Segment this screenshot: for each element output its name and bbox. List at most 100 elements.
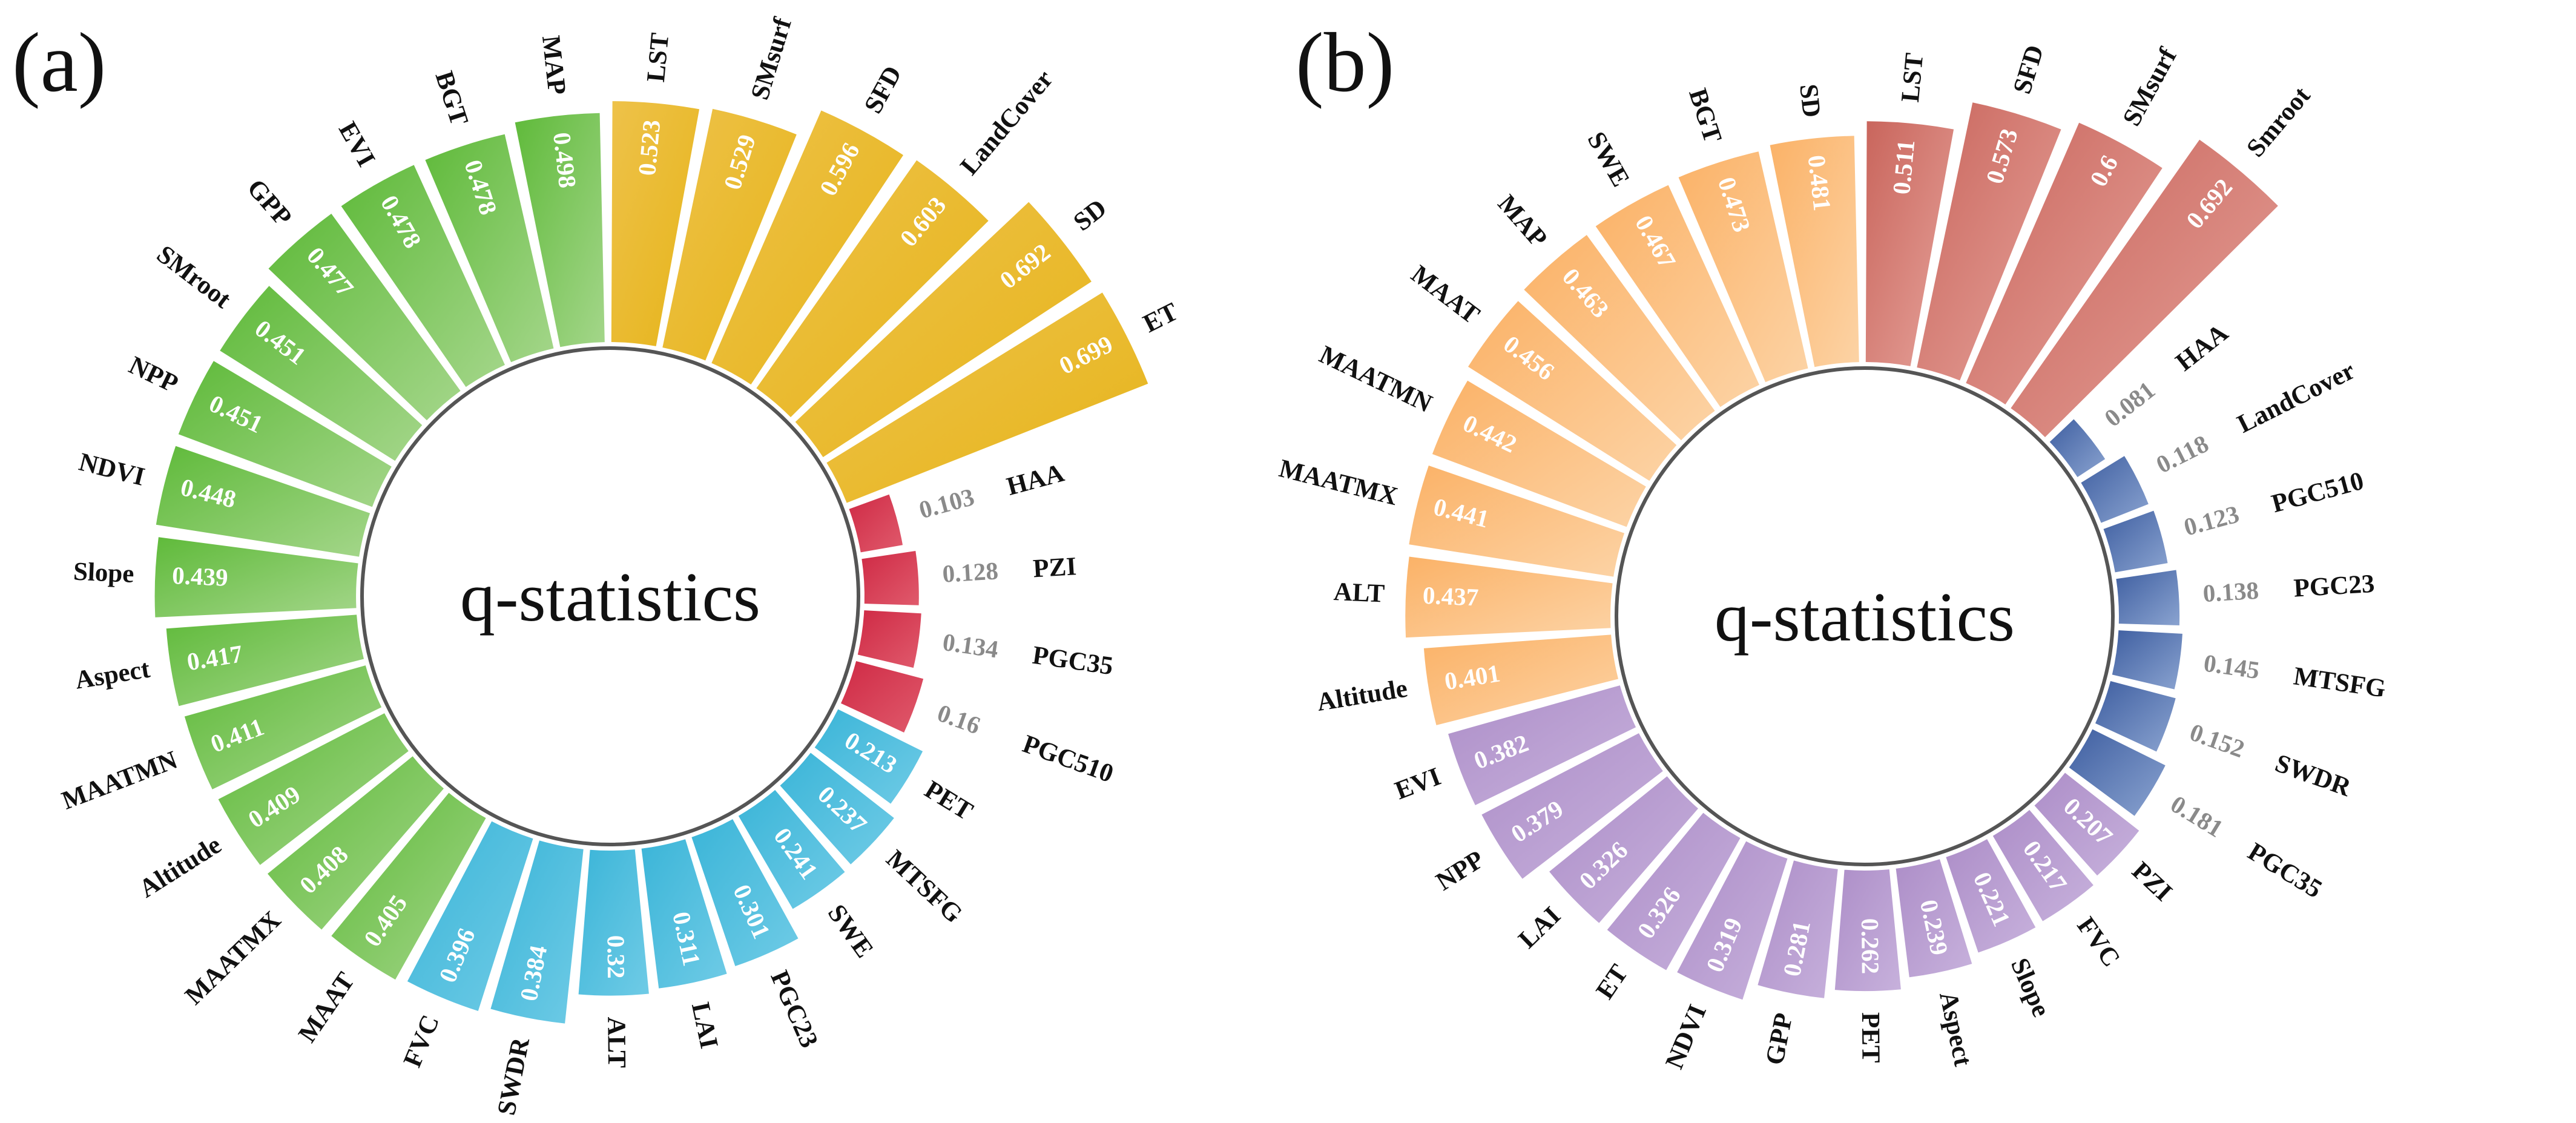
category-label-slope: Slope	[2005, 954, 2055, 1021]
bar-et	[1607, 812, 1741, 970]
category-label-evi: EVI	[1391, 762, 1444, 805]
category-label-pgc35: PGC35	[2243, 837, 2327, 904]
bar-aspect	[1896, 859, 1972, 978]
category-label-pgc23: PGC23	[765, 966, 823, 1052]
category-label-maat: MAAT	[1406, 260, 1485, 329]
panel-b: (b)0.511LST0.573SFD0.6SMsurf0.692Smroot0…	[1276, 16, 2388, 1073]
value-label-pgc35: 0.134	[941, 628, 1000, 664]
category-label-haa: HAA	[2170, 318, 2233, 377]
center-label: q-statistics	[1715, 579, 2015, 656]
inner-circle	[1615, 366, 2115, 866]
bar-sfd	[1917, 102, 2061, 381]
bar-altitude	[1423, 634, 1618, 725]
bar-haa	[2049, 419, 2106, 478]
bar-maatmx	[1409, 466, 1625, 577]
category-label-lai: LAI	[686, 1000, 723, 1052]
category-label-et: ET	[1590, 960, 1633, 1004]
category-label-gpp: GPP	[1761, 1010, 1799, 1067]
bar-npp	[178, 361, 392, 507]
bar-fvc	[1992, 809, 2093, 921]
bar-pet	[1834, 869, 1901, 992]
category-label-et: ET	[1139, 297, 1183, 338]
value-label-pgc35: 0.181	[2166, 789, 2228, 842]
bar-alt	[1405, 556, 1613, 638]
category-label-aspect: Aspect	[73, 654, 153, 694]
value-label-alt: 0.32	[602, 935, 630, 979]
value-label-pgc510: 0.16	[934, 699, 984, 740]
bar-swdr	[2095, 681, 2176, 752]
bar-ndvi	[156, 446, 371, 557]
center-label: q-statistics	[460, 559, 760, 636]
bar-maatmn	[184, 665, 382, 789]
bar-aspect	[166, 614, 364, 706]
bar-pgc510	[2103, 510, 2168, 573]
category-label-haa: HAA	[1004, 459, 1067, 501]
category-label-npp: NPP	[1431, 845, 1489, 897]
value-label-slope: 0.439	[171, 561, 228, 591]
category-label-maatmx: MAATMX	[180, 906, 286, 1010]
bar-npp	[1481, 733, 1663, 879]
bar-sfd	[711, 110, 903, 385]
category-label-pgc510: PGC510	[1019, 729, 1117, 788]
bar-bgt	[425, 134, 554, 363]
panel-a: (a)0.523LST0.529SMsurf0.596SFD0.603LandC…	[12, 14, 1183, 1118]
bar-slope	[1946, 839, 2036, 953]
bar-gpp	[268, 214, 461, 421]
bar-fvc	[407, 821, 533, 1011]
category-label-altitude: Altitude	[134, 831, 226, 903]
bar-map	[515, 113, 605, 347]
category-label-swdr: SWDR	[2271, 749, 2355, 802]
bar-bgt	[1678, 151, 1808, 383]
bar-slope	[154, 537, 358, 617]
category-label-map: MAP	[536, 34, 571, 96]
category-label-smroot: SMroot	[151, 240, 237, 314]
bar-swe	[738, 789, 845, 909]
value-label-sd: 0.481	[1803, 154, 1837, 212]
category-label-maatmx: MAATMX	[1276, 454, 1400, 511]
value-label-pet: 0.262	[1856, 918, 1885, 975]
bar-evi	[341, 165, 505, 387]
bar-haa	[849, 494, 903, 553]
category-label-smsurf: SMsurf	[2117, 43, 2182, 131]
bar-lai	[641, 839, 727, 989]
bar-landcover	[756, 160, 989, 418]
category-label-pgc35: PGC35	[1030, 641, 1115, 681]
bar-sd	[1770, 136, 1859, 367]
category-label-alt: ALT	[1333, 578, 1386, 608]
bar-pzi	[2034, 772, 2140, 876]
category-label-fvc: FVC	[2071, 912, 2125, 972]
bar-pgc35	[857, 610, 921, 668]
bar-pzi	[861, 551, 919, 605]
category-label-evi: EVI	[333, 117, 381, 171]
bar-lst	[1865, 121, 1954, 366]
value-label-mtsfg: 0.145	[2202, 648, 2261, 684]
bar-smsurf	[662, 108, 797, 361]
inner-circle	[360, 346, 860, 846]
category-label-sfd: SFD	[859, 61, 908, 118]
category-label-ndvi: NDVI	[1660, 1001, 1712, 1073]
panel-label: (a)	[12, 16, 106, 110]
bar-swdr	[490, 840, 584, 1024]
bar-smsurf	[1966, 122, 2163, 405]
category-label-alt: ALT	[602, 1016, 631, 1068]
bar-map	[1524, 235, 1715, 441]
bar-mtsfg	[2112, 630, 2182, 690]
category-label-fvc: FVC	[398, 1011, 445, 1072]
value-label-haa: 0.103	[916, 482, 977, 524]
bar-pet	[814, 709, 923, 804]
value-label-pzi: 0.128	[941, 556, 999, 587]
value-label-landcover: 0.118	[2152, 429, 2213, 478]
category-label-swe: SWE	[1582, 127, 1635, 191]
value-label-swdr: 0.152	[2186, 718, 2248, 763]
panel-label: (b)	[1296, 16, 1394, 110]
value-label-alt: 0.437	[1422, 581, 1479, 611]
bar-evi	[1448, 685, 1636, 805]
category-label-swdr: SWDR	[492, 1035, 535, 1118]
category-label-maatmn: MAATMN	[58, 746, 181, 815]
value-label-pgc23: 0.138	[2202, 576, 2259, 607]
category-label-bgt: BGT	[1683, 85, 1727, 147]
bar-smroot	[220, 286, 423, 461]
category-label-altitude: Altitude	[1315, 674, 1409, 717]
category-label-gpp: GPP	[242, 174, 297, 232]
